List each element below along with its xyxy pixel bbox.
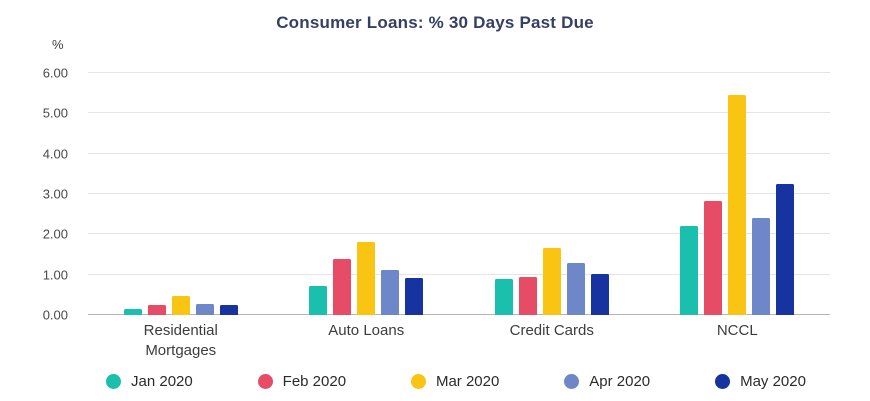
y-tick-label: 0.00 (42, 307, 68, 323)
legend-label: Jan 2020 (131, 373, 193, 390)
bar (566, 262, 585, 315)
legend-dot-icon (410, 374, 426, 389)
x-category-label: NCCL (716, 322, 758, 339)
y-tick-label: 6.00 (42, 65, 68, 81)
y-tick-label: 2.00 (42, 226, 68, 242)
bar (518, 276, 537, 315)
bar-group (274, 73, 460, 315)
x-axis-category-labels: Residential Mortgages Auto Loans Credit Ca… (88, 321, 830, 362)
x-axis-baseline (88, 314, 830, 315)
bar (728, 95, 747, 315)
legend-item: May 2020 (715, 373, 806, 390)
bar-group (459, 73, 645, 315)
legend-label: Apr 2020 (589, 373, 651, 390)
y-tick-label: 5.00 (42, 105, 68, 121)
y-tick-label: 3.00 (42, 186, 68, 202)
bar (171, 296, 190, 315)
bar-group (88, 73, 274, 315)
legend-label: Feb 2020 (282, 373, 347, 390)
gridline (88, 273, 830, 275)
y-axis-unit-label: % (52, 37, 64, 52)
bar (776, 183, 795, 315)
y-axis-tick-labels: 0.00 1.00 2.00 3.00 4.00 5.00 6.00 (0, 66, 78, 323)
bar (680, 226, 699, 315)
legend-dot-icon (564, 374, 580, 389)
x-category-label: Residential Mortgages (143, 322, 218, 360)
bar (381, 269, 400, 315)
legend-label: Mar 2020 (435, 373, 500, 390)
legend-dot-icon (257, 374, 273, 389)
plot-area (88, 72, 830, 315)
bar (405, 277, 424, 315)
legend-dot-icon (715, 374, 731, 389)
y-tick-label: 4.00 (42, 146, 68, 162)
legend-item: Feb 2020 (257, 373, 347, 390)
bar (542, 248, 561, 315)
bar-group (645, 73, 831, 315)
bar (704, 201, 723, 315)
gridline (88, 233, 830, 235)
gridline (88, 152, 830, 154)
x-category-label: Auto Loans (328, 322, 405, 339)
y-tick-label: 1.00 (42, 267, 68, 283)
bar (147, 304, 166, 315)
gridline (88, 112, 830, 114)
legend-label: May 2020 (740, 373, 806, 390)
bar (195, 304, 214, 315)
legend-item: Apr 2020 (564, 373, 650, 390)
legend-item: Mar 2020 (410, 373, 500, 390)
legend-dot-icon (106, 374, 121, 389)
gridline (88, 72, 830, 73)
chart-title: Consumer Loans: % 30 Days Past Due (276, 13, 594, 32)
bar (752, 218, 771, 315)
bar (494, 278, 513, 315)
gridline (88, 193, 830, 194)
bar (333, 259, 352, 315)
legend-item: Jan 2020 (106, 373, 193, 390)
bar-groups (88, 73, 830, 315)
bar (590, 273, 609, 315)
bar (357, 242, 376, 315)
bar (309, 285, 328, 315)
x-category-label: Credit Cards (509, 322, 594, 339)
bar (219, 304, 238, 315)
bar (123, 308, 142, 315)
chart-legend: Jan 2020 Feb 2020 Mar 2020 Apr 2020 May 2020 (106, 373, 806, 390)
